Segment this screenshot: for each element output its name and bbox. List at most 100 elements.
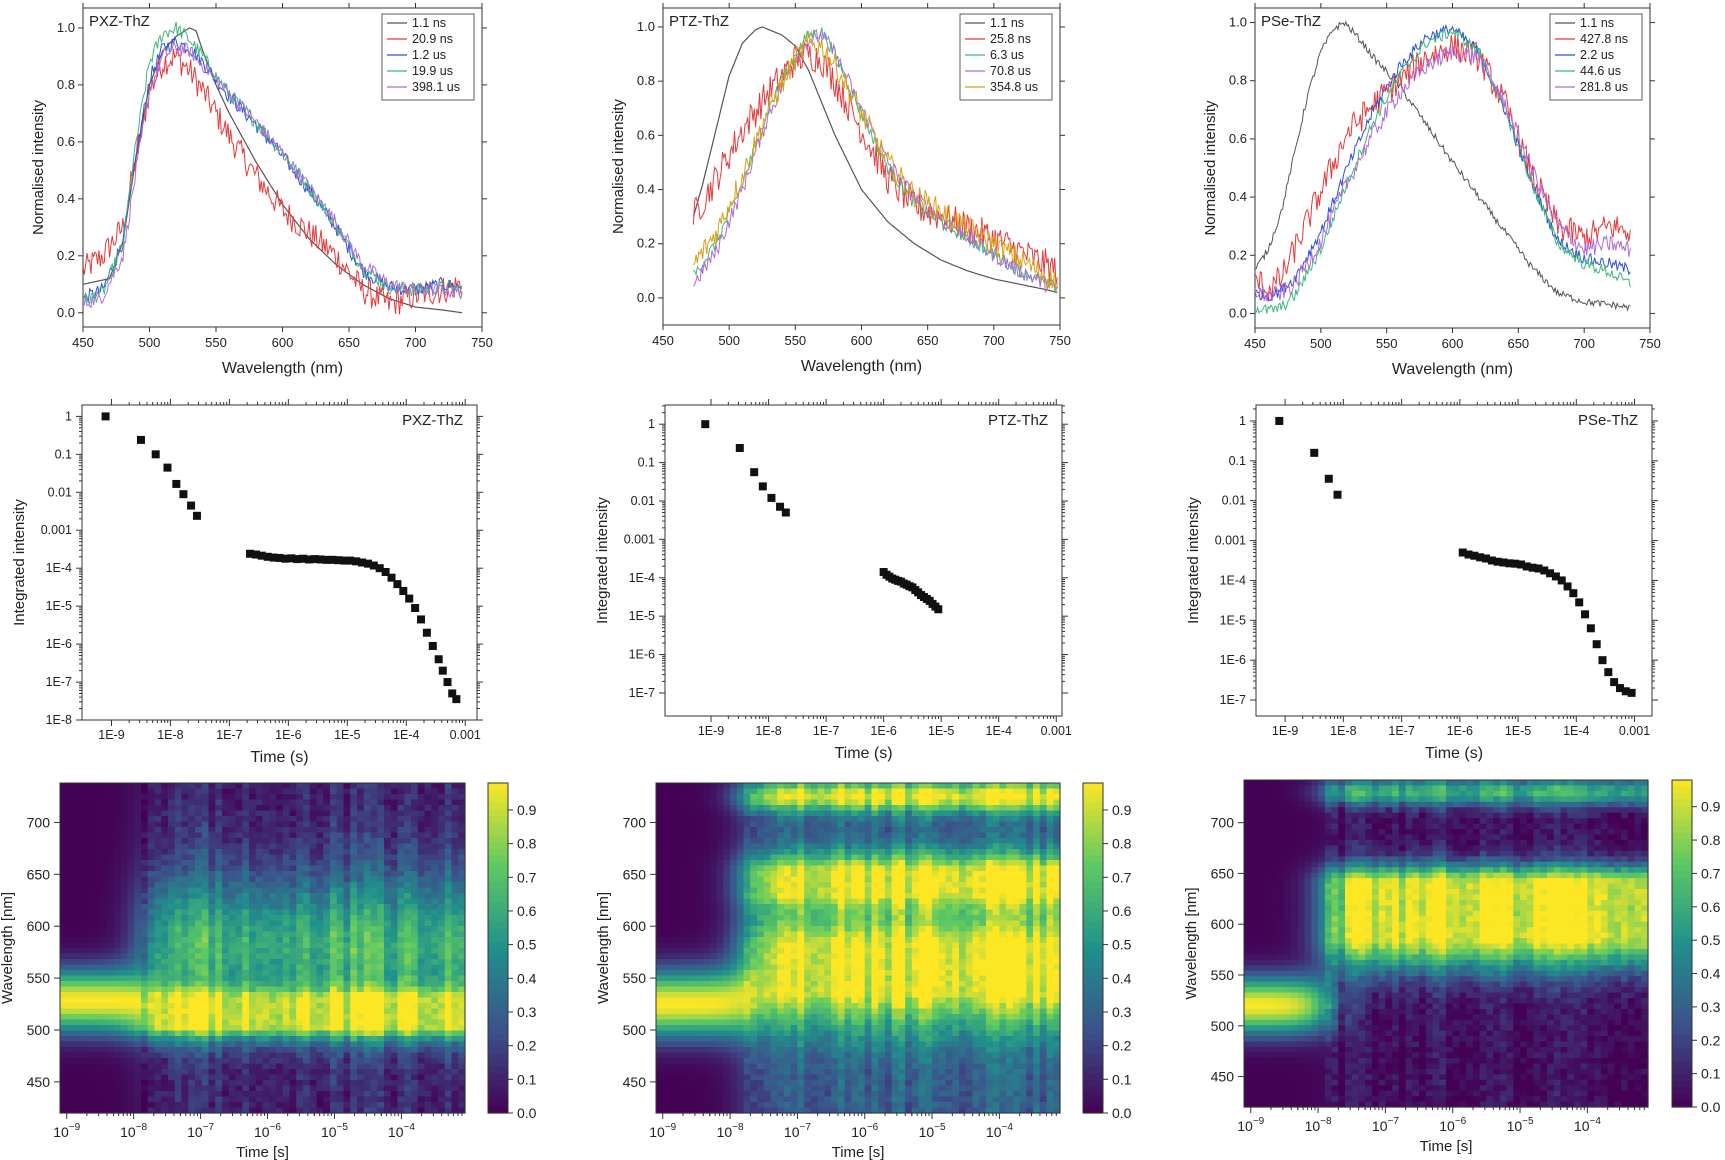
heatmap-cell: [303, 893, 311, 900]
heatmap-cell: [93, 948, 102, 955]
data-point: [1464, 550, 1473, 559]
heatmap-cell: [438, 920, 446, 927]
heatmap-cell: [134, 1036, 142, 1043]
heatmap-cell: [66, 849, 75, 856]
heatmap-cell: [120, 959, 129, 966]
heatmap-cell: [168, 827, 176, 834]
heatmap-cell: [114, 937, 122, 944]
heatmap-cell: [411, 1030, 419, 1037]
heatmap-cell: [215, 821, 223, 828]
heatmap-cell: [424, 948, 432, 955]
heatmap-cell: [242, 854, 250, 861]
heatmap-cell: [431, 1058, 439, 1065]
heatmap-cell: [228, 1074, 237, 1081]
heatmap-cell: [431, 1019, 439, 1026]
heatmap-cell: [87, 975, 95, 982]
heatmap-cell: [323, 882, 331, 889]
heatmap-cell: [323, 981, 331, 988]
heatmap-cell: [316, 805, 324, 812]
colorbar-step: [488, 1007, 508, 1015]
heatmap-cell: [656, 827, 664, 834]
heatmap-cell: [350, 981, 358, 988]
heatmap-cell: [384, 876, 392, 883]
heatmap-cell: [73, 1107, 81, 1114]
heatmap-cell: [370, 1003, 378, 1010]
heatmap-cell: [303, 1074, 311, 1081]
heatmap-cell: [80, 1003, 88, 1010]
heatmap-cell: [357, 1074, 365, 1081]
plot-frame: [81, 404, 478, 721]
data-point: [322, 555, 331, 564]
heatmap-cell: [343, 964, 351, 971]
heatmap-cell: [262, 1085, 270, 1092]
heatmap-cell: [93, 1019, 102, 1026]
heatmap-cell: [397, 981, 405, 988]
heatmap-cell: [336, 904, 345, 911]
heatmap-cell: [181, 849, 189, 856]
heatmap-cell: [249, 909, 257, 916]
heatmap-image: [60, 783, 466, 1114]
heatmap-cell: [370, 1036, 378, 1043]
heatmap-cell: [458, 1074, 466, 1081]
heatmap-cell: [174, 997, 183, 1004]
heatmap-cell: [87, 926, 95, 933]
heatmap-cell: [323, 887, 331, 894]
heatmap-cell: [215, 1003, 223, 1010]
heatmap-cell: [296, 893, 304, 900]
heatmap-cell: [93, 838, 102, 845]
heatmap-cell: [195, 876, 203, 883]
heatmap-cell: [120, 1003, 129, 1010]
heatmap-cell: [235, 948, 243, 955]
heatmap-cell: [80, 1063, 88, 1070]
heatmap-cell: [242, 882, 250, 889]
heatmap-cell: [309, 876, 318, 883]
heatmap-cell: [93, 937, 102, 944]
heatmap-cell: [330, 1030, 338, 1037]
heatmap-cell: [336, 986, 345, 993]
heatmap-cell: [127, 992, 135, 999]
heatmap-cell: [127, 1019, 135, 1026]
heatmap-cell: [343, 788, 351, 795]
heatmap-cell: [188, 1030, 196, 1037]
heatmap-cell: [66, 904, 75, 911]
heatmap-cell: [93, 964, 102, 971]
heatmap-cell: [60, 788, 68, 795]
heatmap-cell: [377, 997, 385, 1004]
heatmap-cell: [80, 876, 88, 883]
heatmap-cell: [195, 810, 203, 817]
heatmap-cell: [458, 783, 466, 790]
heatmap-cell: [100, 794, 108, 801]
heatmap-cell: [269, 810, 277, 817]
heatmap-cell: [201, 816, 210, 823]
heatmap-cell: [404, 1052, 412, 1059]
heatmap-cell: [417, 931, 426, 938]
heatmap-cell: [431, 904, 439, 911]
heatmap-cell: [201, 997, 210, 1004]
heatmap-cell: [80, 887, 88, 894]
heatmap-cell: [208, 992, 216, 999]
heatmap-cell: [60, 931, 68, 938]
heatmap-cell: [444, 832, 453, 839]
heatmap-cell: [93, 1058, 102, 1065]
heatmap-cell: [235, 1052, 243, 1059]
heatmap-cell: [188, 1019, 196, 1026]
heatmap-cell: [114, 920, 122, 927]
heatmap-cell: [154, 876, 162, 883]
heatmap-cell: [154, 1047, 162, 1054]
heatmap-cell: [330, 1102, 338, 1109]
heatmap-cell: [397, 882, 405, 889]
heatmap-cell: [390, 926, 399, 933]
heatmap-cell: [289, 1063, 297, 1070]
heatmap-cell: [282, 783, 291, 790]
heatmap-cell: [100, 871, 108, 878]
heatmap-cell: [60, 1080, 68, 1087]
heatmap-cell: [397, 827, 405, 834]
heatmap-cell: [87, 832, 95, 839]
data-point: [452, 695, 461, 704]
heatmap-cell: [242, 898, 250, 905]
heatmap-cell: [201, 1091, 210, 1098]
heatmap-cell: [269, 997, 277, 1004]
panel-label: PTZ-ThZ: [669, 13, 729, 30]
heatmap-cell: [120, 827, 129, 834]
colorbar-step: [488, 994, 508, 1002]
